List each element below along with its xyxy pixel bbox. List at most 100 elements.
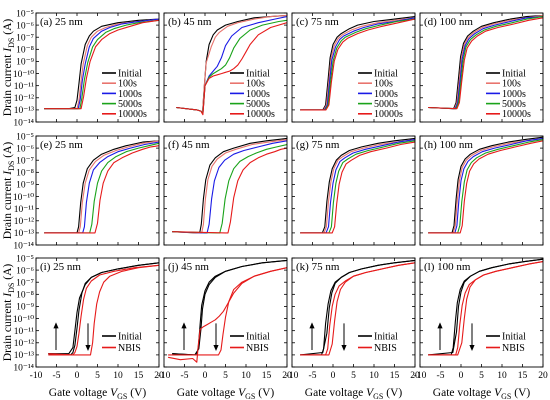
panel-label: (f) 45 nm — [168, 139, 210, 151]
arrow-head-icon — [309, 322, 315, 329]
x-tick-label: 15 — [390, 371, 400, 381]
series-1000s — [176, 16, 287, 115]
legend-label: 10000s — [118, 109, 147, 120]
legend-label: Initial — [502, 331, 526, 342]
curves — [300, 16, 415, 111]
series-initial — [300, 259, 415, 356]
x-tick-label: 10 — [369, 371, 379, 381]
plot-frame — [163, 135, 288, 246]
x-tick-label: 0 — [75, 371, 80, 381]
series-10000s — [300, 141, 415, 234]
series-5000s — [428, 16, 543, 110]
legend-label: Initial — [374, 68, 398, 79]
panel-label: (b) 45 nm — [168, 16, 212, 28]
legend-label: Initial — [246, 68, 270, 79]
legend-label: 100s — [374, 79, 393, 90]
x-tick-label: -5 — [181, 371, 189, 381]
y-tick-label: 10⁻⁶ — [16, 266, 34, 276]
series-initial — [176, 14, 287, 115]
x-tick-label: 15 — [134, 371, 144, 381]
legend-label: 10000s — [246, 109, 275, 120]
x-tick-label: 5 — [351, 371, 356, 381]
series-initial — [172, 137, 287, 234]
series-nbis — [48, 264, 159, 356]
x-tick-label: 0 — [203, 371, 208, 381]
x-tick-label: 5 — [95, 371, 100, 381]
y-tick-label: 10⁻¹² — [14, 217, 34, 227]
y-tick-label: 10⁻¹⁰ — [13, 70, 34, 80]
legend-label: 1000s — [502, 89, 526, 100]
panel-g: (g) 75 nm — [291, 135, 416, 246]
curves — [428, 136, 543, 234]
y-tick-label: 10⁻⁹ — [16, 303, 35, 313]
legend-label: NBIS — [118, 343, 141, 354]
x-axis-label: Gate voltage VGS (V) — [49, 387, 147, 400]
legend-label: 100s — [246, 79, 265, 90]
legend-label: Initial — [118, 331, 142, 342]
series-1000s — [172, 140, 287, 234]
y-tick-label: 10⁻¹³ — [14, 106, 34, 116]
curves — [428, 258, 543, 356]
panel-f: (f) 45 nm — [163, 135, 288, 246]
series-5000s — [300, 140, 415, 234]
series-10000s — [44, 19, 159, 110]
legend-label: 1000s — [118, 89, 142, 100]
panel-i: 10⁻¹⁴ 10⁻¹³ 10⁻¹² 10⁻¹¹ 10⁻¹⁰ 10⁻⁹ 10⁻⁸ 10⁻⁷ 10⁻… — [13, 254, 164, 381]
panel-label: (h) 100 nm — [424, 139, 473, 151]
series-10000s — [428, 17, 543, 110]
legend-label: Initial — [502, 68, 526, 79]
curves — [176, 14, 287, 116]
curves — [300, 137, 415, 234]
legend-label: 10000s — [374, 109, 403, 120]
panel-e: 10⁻¹⁴ 10⁻¹³ 10⁻¹² 10⁻¹¹ 10⁻¹⁰ 10⁻⁹ 10⁻⁸ 10⁻⁷ 10⁻… — [13, 132, 160, 251]
legend-label: 1000s — [246, 89, 270, 100]
series-1000s — [44, 141, 159, 234]
y-tick-label: 10⁻⁵ — [16, 9, 34, 19]
y-tick-label: 10⁻⁷ — [16, 279, 34, 289]
panel-label: (l) 100 nm — [424, 261, 471, 273]
x-axis-label: Gate voltage VGS (V) — [177, 387, 275, 400]
legend-label: 10000s — [502, 109, 531, 120]
curves — [428, 14, 543, 110]
arrow-head-icon — [213, 345, 219, 352]
legend-label: 5000s — [118, 99, 142, 110]
series-5000s — [300, 18, 415, 111]
series-100s — [428, 14, 543, 110]
x-tick-label: -5 — [53, 371, 61, 381]
series-initial — [428, 258, 543, 356]
y-tick-label: 10⁻⁸ — [16, 46, 34, 56]
x-tick-label: 10 — [113, 371, 123, 381]
y-tick-label: 10⁻⁸ — [16, 169, 34, 179]
y-tick-label: 10⁻⁹ — [16, 58, 35, 68]
series-5000s — [428, 139, 543, 234]
y-tick-label: 10⁻¹⁰ — [13, 193, 34, 203]
y-tick-label: 10⁻¹⁴ — [13, 118, 34, 128]
series-10000s — [428, 140, 543, 234]
curves — [172, 137, 287, 234]
panel-label: (i) 25 nm — [40, 261, 81, 273]
y-tick-label: 10⁻⁸ — [16, 291, 34, 301]
y-tick-label: 10⁻¹³ — [14, 351, 34, 361]
arrow-head-icon — [53, 322, 59, 329]
x-tick-label: 15 — [518, 371, 528, 381]
y-tick-label: 10⁻¹² — [14, 94, 34, 104]
series-100s — [300, 139, 415, 234]
series-nbis — [48, 264, 159, 356]
curves — [167, 259, 287, 363]
series-1000s — [428, 137, 543, 234]
x-tick-label: 20 — [410, 371, 420, 381]
x-tick-label: 5 — [223, 371, 228, 381]
series-nbis — [167, 267, 287, 363]
x-tick-label: 10 — [241, 371, 251, 381]
series-1000s — [300, 17, 415, 111]
legend-label: 5000s — [246, 99, 270, 110]
legend-label: 100s — [502, 79, 521, 90]
curves — [48, 262, 159, 356]
x-tick-label: 20 — [538, 371, 548, 381]
x-tick-label: 20 — [154, 371, 164, 381]
y-tick-label: 10⁻¹² — [14, 339, 34, 349]
y-tick-label: 10⁻¹⁰ — [13, 315, 34, 325]
